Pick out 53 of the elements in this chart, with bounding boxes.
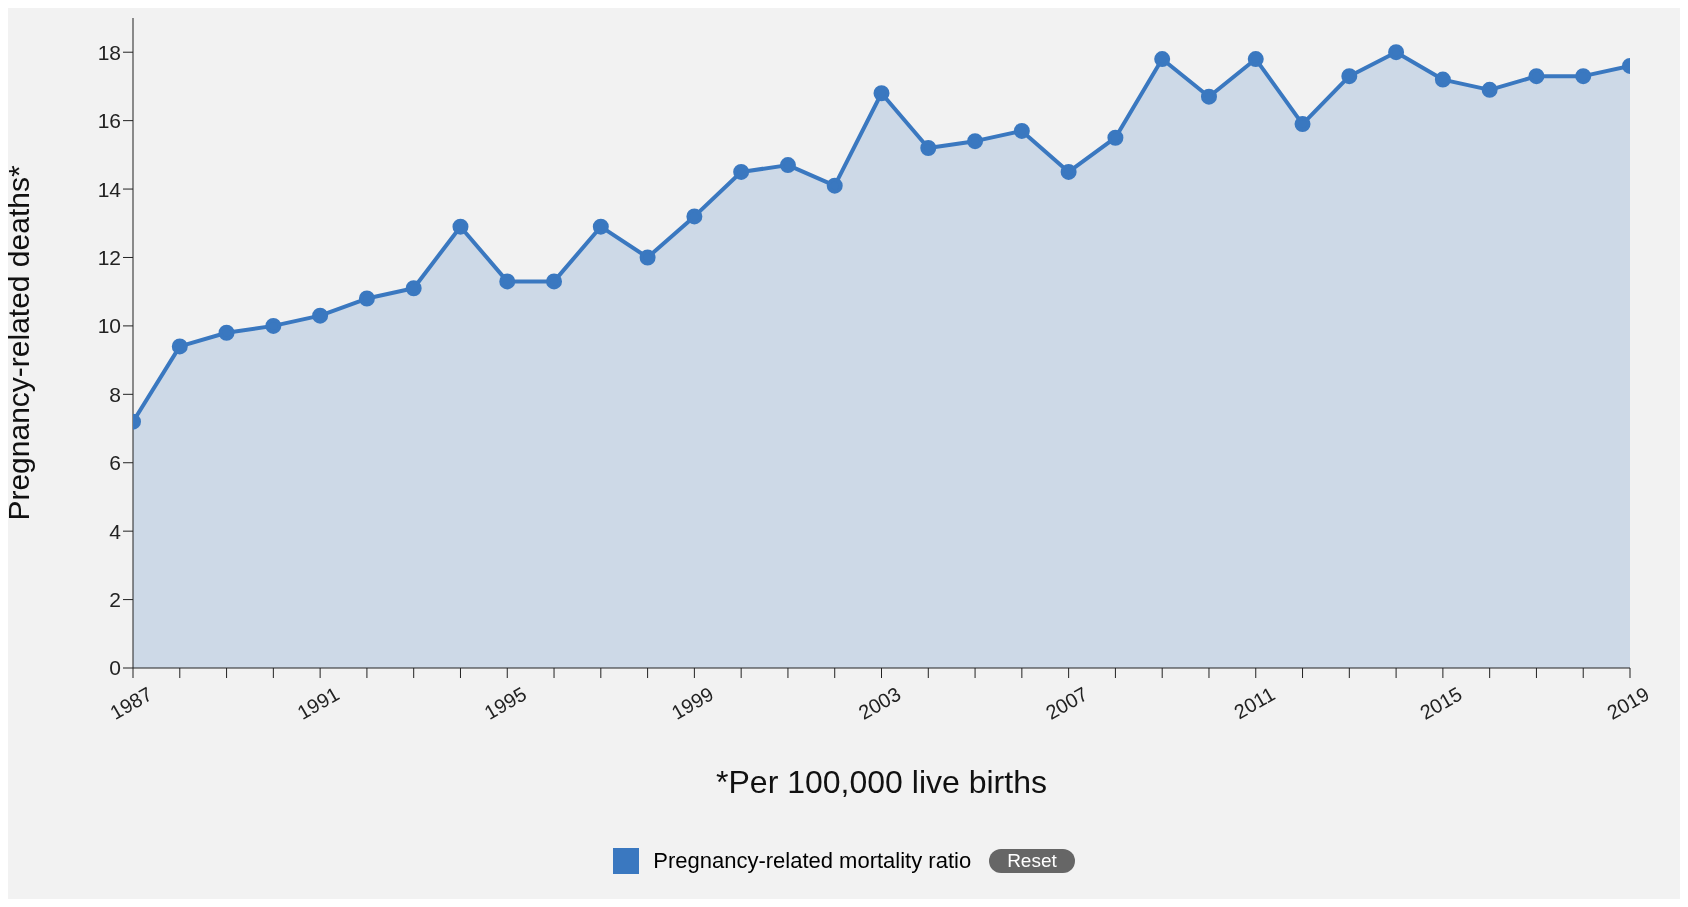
- point: [1200, 88, 1217, 105]
- point: [826, 177, 843, 194]
- x-tick-label: 1987: [106, 682, 156, 724]
- x-tick-label: 1999: [667, 682, 718, 724]
- x-tick-label: 2019: [1603, 682, 1653, 724]
- point: [546, 273, 563, 290]
- x-axis-title: *Per 100,000 live births: [716, 764, 1047, 800]
- point: [1341, 68, 1358, 85]
- point: [1481, 81, 1498, 98]
- point: [967, 133, 984, 150]
- y-tick-label: 14: [97, 177, 122, 201]
- point: [1107, 129, 1124, 146]
- x-tick-label: 1991: [293, 682, 343, 724]
- point: [639, 249, 656, 266]
- reset-button: Reset: [989, 849, 1075, 873]
- point: [1575, 68, 1592, 85]
- point: [218, 324, 235, 341]
- point: [1294, 116, 1311, 133]
- y-tick-label: 0: [109, 656, 121, 680]
- y-tick-label: 10: [97, 314, 121, 338]
- x-tick-label: 2007: [1041, 682, 1092, 724]
- y-tick-label: 6: [109, 451, 121, 475]
- y-tick-label: 12: [97, 245, 121, 269]
- point: [405, 280, 422, 297]
- point: [1060, 163, 1077, 180]
- point: [358, 290, 375, 307]
- point: [1388, 44, 1405, 61]
- x-tick-label: 2003: [854, 682, 905, 724]
- x-tick-label: 2015: [1416, 682, 1466, 724]
- x-tick-label: 1995: [480, 682, 531, 724]
- y-tick-label: 2: [109, 588, 121, 612]
- point: [920, 140, 937, 156]
- point: [1013, 122, 1030, 139]
- x-tick-label: 2011: [1230, 682, 1279, 724]
- point: [779, 157, 796, 174]
- point: [452, 218, 469, 235]
- y-tick-label: 18: [97, 40, 121, 64]
- point: [1528, 68, 1545, 85]
- point: [171, 338, 188, 355]
- point: [499, 273, 516, 290]
- y-tick-label: 16: [97, 109, 121, 133]
- point: [265, 317, 282, 334]
- point: [873, 85, 890, 102]
- y-tick-label: 8: [109, 382, 121, 406]
- point: [1154, 51, 1171, 68]
- point: [1434, 71, 1451, 88]
- point: [592, 218, 609, 235]
- point: [1247, 51, 1264, 68]
- point: [686, 208, 703, 225]
- legend-label: Pregnancy-related mortality ratio: [652, 848, 972, 874]
- point: [312, 307, 329, 324]
- point: [733, 163, 750, 180]
- y-tick-label: 4: [109, 519, 122, 543]
